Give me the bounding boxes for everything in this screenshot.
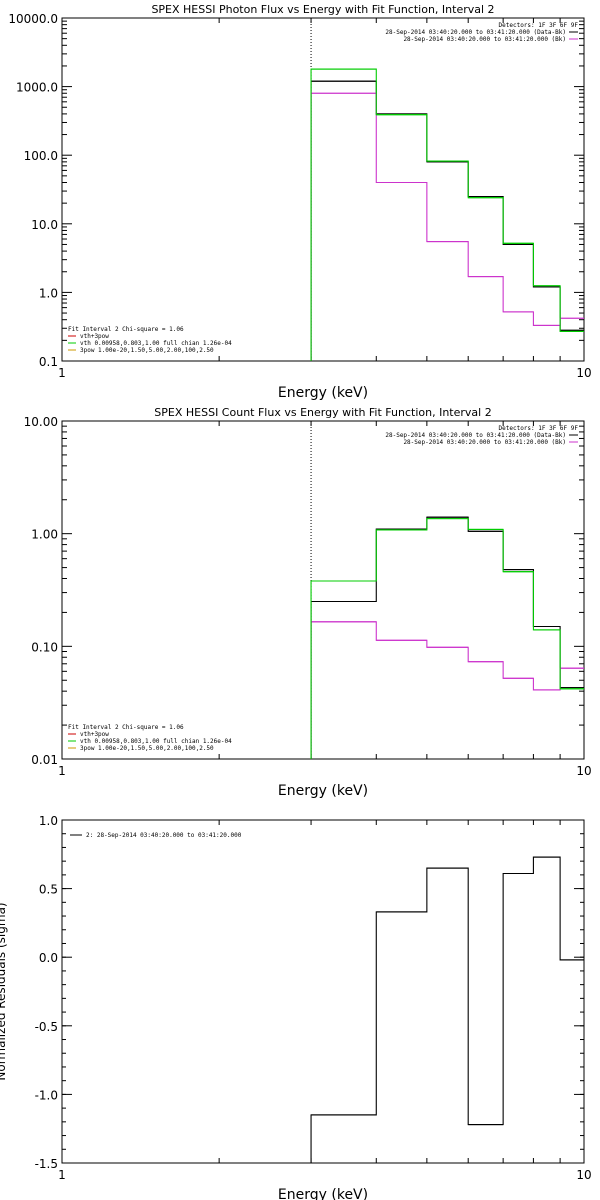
y-tick-label: -1.0: [35, 1088, 58, 1102]
series-0: [310, 856, 584, 1163]
x-tick-label: 10: [576, 764, 591, 778]
legend-entry: vth+3pow: [80, 333, 109, 340]
x-axis-label: Energy (keV): [278, 385, 368, 401]
y-tick-label: -1.5: [35, 1157, 58, 1171]
legend-header: Detectors: 1F 3F 6F 9F: [499, 425, 579, 432]
series-line-0: [310, 80, 584, 361]
legend-entry: 28-Sep-2014 03:40:20.000 to 03:41:20.000…: [385, 29, 566, 36]
series-0: [310, 80, 584, 361]
x-tick-label: 1: [58, 1168, 66, 1182]
series-line-0: [310, 856, 584, 1163]
x-tick-label: 10: [576, 1168, 591, 1182]
y-tick-label: 0.5: [39, 883, 58, 897]
y-tick-label: 1.0: [39, 814, 58, 828]
plot-frame: [61, 819, 585, 1164]
y-tick-label: 10.0: [31, 218, 58, 232]
chart-title: SPEX HESSI Count Flux vs Energy with Fit…: [154, 406, 491, 419]
series-line-2: [310, 518, 584, 759]
y-tick-label: 0.1: [39, 355, 58, 369]
legend-entry: 28-Sep-2014 03:40:20.000 to 03:41:20.000…: [403, 439, 566, 446]
series-2: [310, 68, 584, 361]
x-axis-label: Energy (keV): [278, 783, 368, 799]
legend-header: Fit Interval 2 Chi-square = 1.06: [68, 724, 184, 731]
series-line-0: [310, 516, 584, 759]
legend-entry: vth 0.00958,0.803,1.00 full chian 1.26e-…: [80, 738, 232, 745]
legend-header: Detectors: 1F 3F 6F 9F: [499, 22, 579, 29]
legend-entry: 3pow 1.00e-20,1.50,5.00,2.00,100,2.50: [80, 745, 214, 752]
legend-entry: 28-Sep-2014 03:40:20.000 to 03:41:20.000…: [385, 432, 566, 439]
series-1: [310, 621, 584, 759]
y-tick-label: 0.10: [31, 640, 58, 654]
y-tick-label: 0.01: [31, 753, 58, 767]
x-tick-label: 1: [58, 366, 66, 380]
y-tick-label: 100.0: [24, 149, 58, 163]
y-tick-label: 0.0: [39, 951, 58, 965]
plot-frame: [61, 17, 585, 362]
y-tick-label: 1000.0: [16, 81, 58, 95]
chart-title: SPEX HESSI Photon Flux vs Energy with Fi…: [151, 3, 494, 16]
y-tick-label: 1.00: [31, 528, 58, 542]
x-axis-label: Energy (keV): [278, 1187, 368, 1200]
series-0: [310, 516, 584, 759]
series-line-2: [310, 68, 584, 361]
y-tick-label: 10.00: [24, 415, 58, 429]
x-tick-label: 10: [576, 366, 591, 380]
y-axis-label: Normalized Residuals (sigma): [0, 902, 8, 1080]
plot-frame: [61, 420, 585, 760]
legend-entry: 2: 28-Sep-2014 03:40:20.000 to 03:41:20.…: [86, 832, 242, 839]
series-1: [310, 92, 584, 361]
series-2: [310, 518, 584, 759]
y-tick-label: -0.5: [35, 1020, 58, 1034]
x-tick-label: 1: [58, 764, 66, 778]
legend-entry: vth+3pow: [80, 731, 109, 738]
y-tick-label: 1.0: [39, 286, 58, 300]
legend-entry: 28-Sep-2014 03:40:20.000 to 03:41:20.000…: [403, 36, 566, 43]
legend-entry: 3pow 1.00e-20,1.50,5.00,2.00,100,2.50: [80, 347, 214, 354]
legend-entry: vth 0.00958,0.803,1.00 full chian 1.26e-…: [80, 340, 232, 347]
series-line-1: [310, 92, 584, 361]
y-tick-label: 10000.0: [8, 12, 58, 26]
legend-header: Fit Interval 2 Chi-square = 1.06: [68, 326, 184, 333]
